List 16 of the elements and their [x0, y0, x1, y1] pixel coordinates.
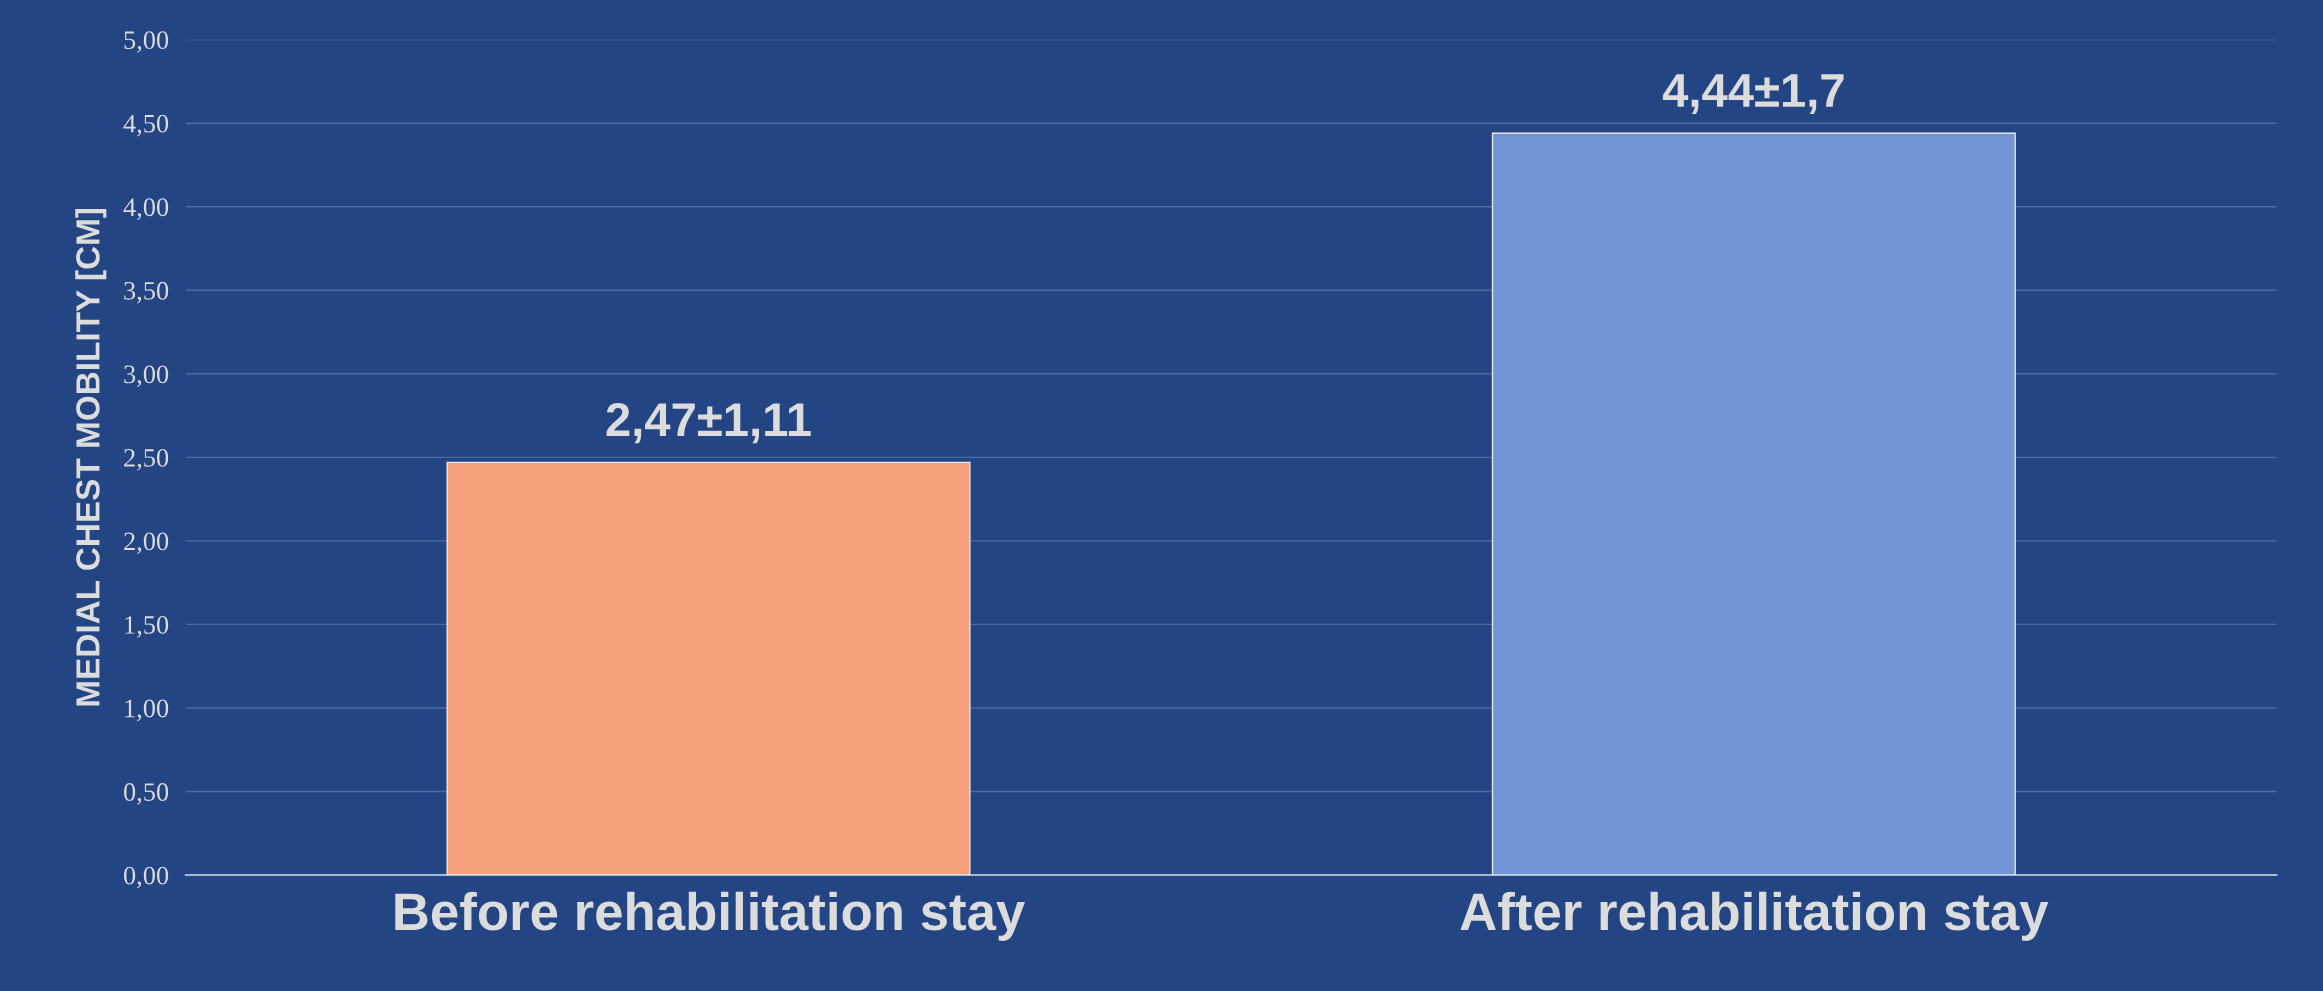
- x-tick-label: Before rehabilitation stay: [395, 891, 1025, 941]
- y-tick-label: 3,00: [124, 365, 169, 388]
- data-label: 2,47±1,11: [606, 402, 811, 444]
- x-tick-label: After rehabilitation stay: [1460, 891, 2049, 941]
- y-tick-label: 1,00: [125, 699, 169, 722]
- y-tick-label: 2,50: [124, 448, 169, 471]
- y-tick-label: 4,50: [123, 114, 169, 137]
- y-tick-label: 5,00: [124, 31, 169, 53]
- y-axis-title: MEDIAL CHEST MOBILITY [CM]: [75, 208, 107, 706]
- y-tick-label: 2,00: [124, 532, 169, 555]
- y-tick-label: 0,50: [124, 783, 169, 805]
- y-tick-label: 0,00: [124, 866, 169, 889]
- y-tick-label: 3,50: [124, 281, 169, 304]
- y-tick-label: 1,50: [125, 616, 169, 638]
- y-tick-label: 4,00: [123, 198, 169, 220]
- data-label: 4,44±1,7: [1662, 74, 1844, 115]
